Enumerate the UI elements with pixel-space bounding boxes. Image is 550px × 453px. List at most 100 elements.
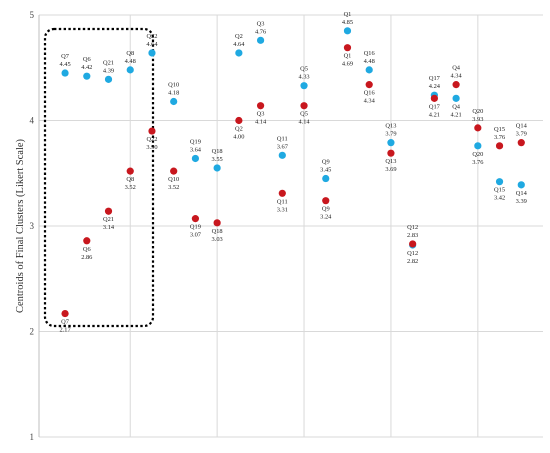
y-tick-label: 5 [30,10,35,20]
data-label-question: Q15 [494,126,505,133]
data-label-value: 4.34 [451,73,463,80]
data-label-value: 4.42 [81,64,92,71]
data-label-value: 3.76 [494,134,505,141]
data-label-question: Q1 [344,53,352,60]
data-label-value: 3.93 [472,116,483,123]
data-point-cluster_a [256,36,265,44]
data-point-cluster_b [409,240,417,248]
data-label-question: Q14 [516,190,528,197]
data-label-question: Q16 [364,90,375,97]
data-label-question: Q11 [277,135,288,142]
y-tick-label: 1 [30,432,35,442]
data-label-question: Q2 [235,33,243,40]
data-point-cluster_b [474,124,482,132]
data-point-cluster_b [495,142,504,150]
data-label-value: 3.52 [168,184,179,191]
data-label-question: Q18 [212,148,223,155]
data-label-question: Q3 [257,20,265,27]
data-label-value: 4.39 [103,67,114,74]
data-point-cluster_b [148,127,156,135]
data-label-question: Q21 [103,59,114,66]
data-point-cluster_a [387,139,395,147]
data-label-value: 3.52 [125,184,136,191]
data-label-value: 4.33 [298,74,309,81]
data-labels: Q74.45Q64.42Q214.39Q84.48Q224.64Q104.18Q… [59,11,527,334]
data-label-value: 2.83 [407,232,418,239]
data-label-value: 3.03 [212,236,223,243]
data-point-cluster_b [300,102,308,110]
data-label-value: 4.00 [233,134,244,141]
data-label-question: Q2 [235,126,243,133]
data-point-cluster_b [61,309,69,318]
data-label-value: 3.76 [472,159,483,166]
data-label-question: Q12 [407,250,418,257]
data-label-question: Q7 [61,319,70,326]
y-axis-ticks: 1 2 3 4 5 [30,10,35,442]
data-label-value: 3.42 [494,195,505,202]
data-label-question: Q6 [83,246,91,253]
data-point-cluster_b [104,207,113,215]
data-label-question: Q18 [212,228,223,235]
data-point-cluster_a [322,174,330,183]
data-point-cluster_b [278,189,286,197]
data-point-cluster_b [83,237,91,245]
y-axis-title: Centroids of Final Clusters (Likert Scal… [15,138,26,313]
data-label-value: 3.45 [320,167,331,174]
data-label-question: Q13 [385,158,396,165]
data-points [61,27,525,318]
data-point-cluster_b [343,44,352,52]
data-label-question: Q20 [472,151,483,158]
data-label-value: 3.69 [385,166,396,173]
data-point-cluster_a [452,94,460,102]
data-label-question: Q10 [168,82,179,89]
data-point-cluster_a [61,69,69,77]
data-point-cluster_a [278,151,286,159]
data-label-question: Q4 [452,103,461,110]
data-label-question: Q12 [407,224,418,231]
data-point-cluster_a [191,154,200,163]
data-label-value: 4.14 [255,119,267,126]
data-point-cluster_a [495,178,504,186]
data-label-value: 4.76 [255,28,266,35]
data-label-question: Q14 [516,123,528,130]
data-point-cluster_b [452,81,460,89]
data-label-value: 4.21 [451,111,462,118]
data-label-question: Q19 [190,138,201,145]
data-point-cluster_b [235,116,243,125]
data-label-value: 2.82 [407,258,418,265]
data-label-value: 4.48 [364,58,375,65]
data-label-value: 3.64 [190,146,202,153]
data-point-cluster_a [235,49,243,57]
data-label-question: Q17 [429,75,441,82]
data-label-question: Q8 [126,50,134,57]
data-label-value: 4.34 [364,98,376,105]
data-point-cluster_b [322,197,330,205]
data-point-cluster_a [517,181,525,189]
data-point-cluster_b [170,167,178,175]
data-label-value: 4.85 [342,19,353,26]
data-point-cluster_b [517,139,525,147]
data-label-value: 3.14 [103,224,115,231]
data-label-value: 4.21 [429,111,440,118]
data-label-question: Q5 [300,66,308,73]
data-label-question: Q16 [364,50,375,57]
data-point-cluster_a [213,164,221,172]
highlight-box [43,27,155,328]
data-label-question: Q22 [146,136,157,143]
data-point-cluster_b [387,149,395,157]
data-label-question: Q4 [452,65,461,72]
data-label-question: Q6 [83,56,91,63]
data-label-question: Q9 [322,159,330,166]
data-point-cluster_b [191,215,200,223]
data-point-cluster_a [83,72,91,80]
data-point-cluster_b [365,81,373,89]
grid [38,14,543,438]
data-point-cluster_b [256,102,265,110]
data-label-question: Q1 [344,11,352,18]
data-label-value: 3.24 [320,214,332,221]
data-label-question: Q21 [103,216,114,223]
data-point-cluster_b [430,94,438,102]
data-label-value: 3.67 [277,143,289,150]
data-label-question: Q11 [277,198,288,205]
